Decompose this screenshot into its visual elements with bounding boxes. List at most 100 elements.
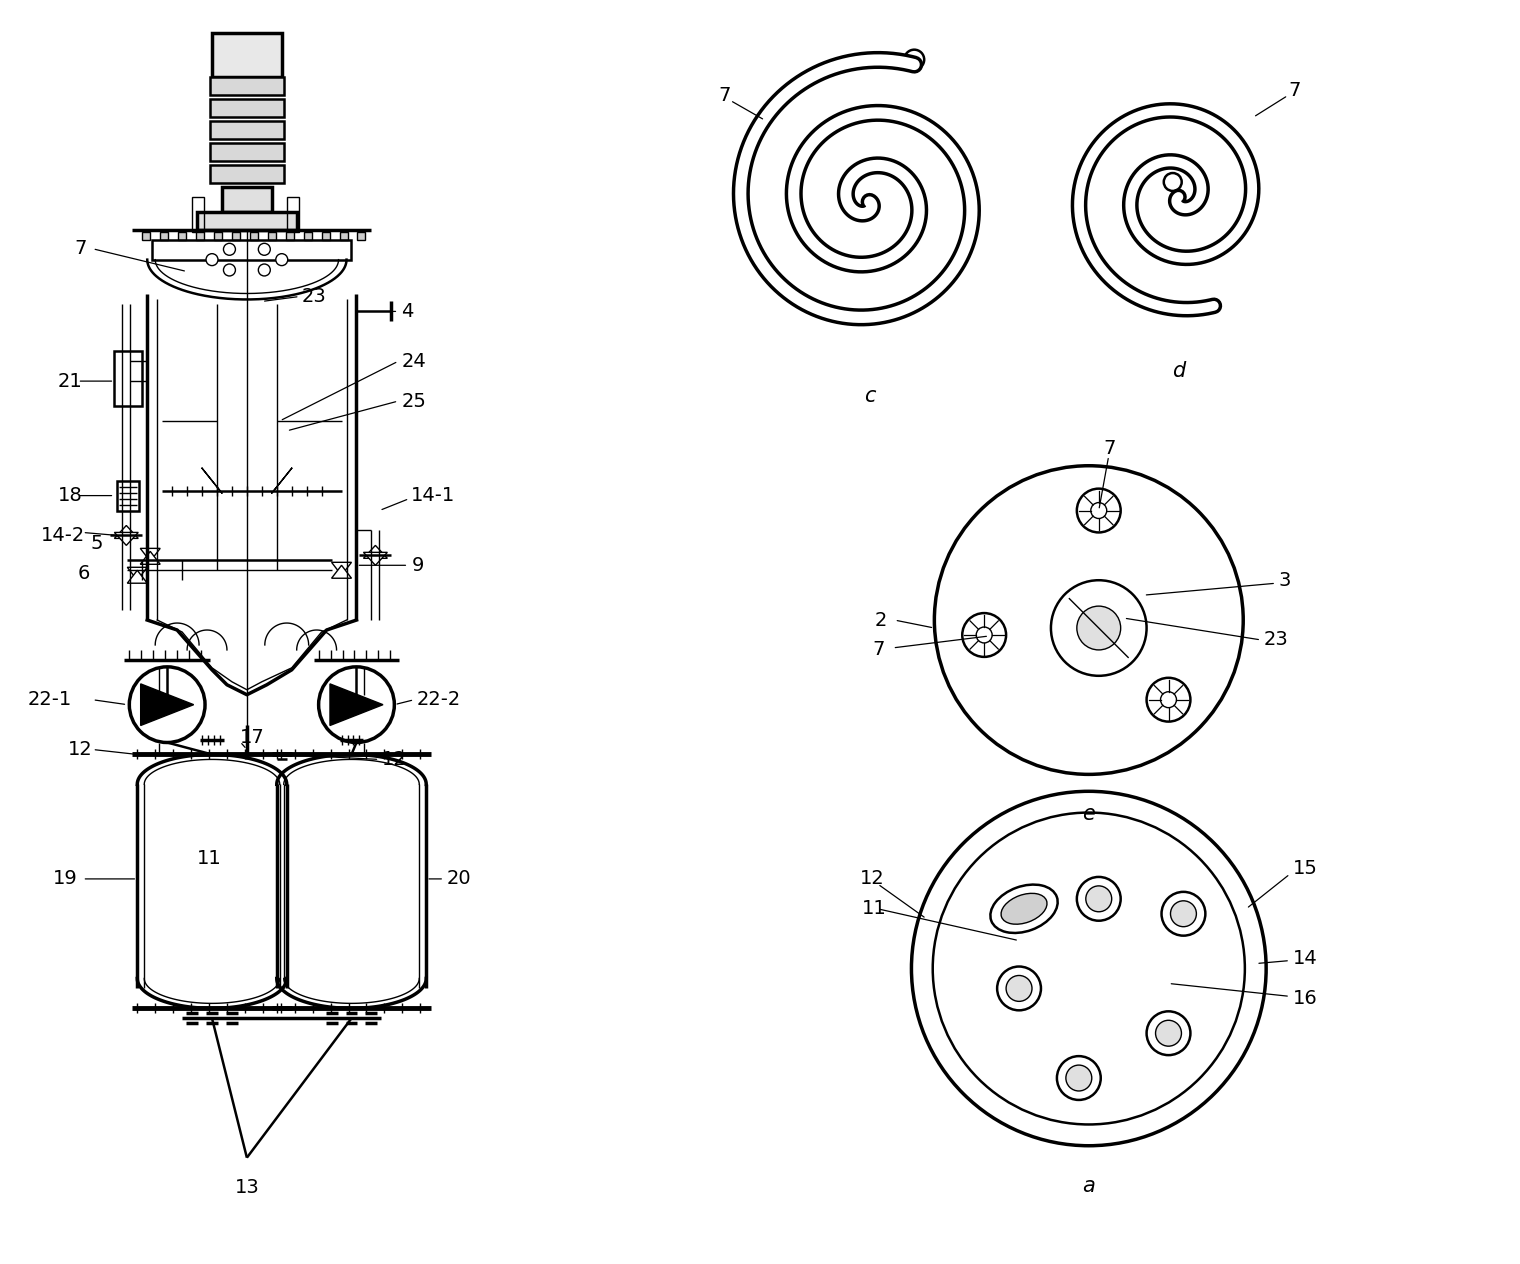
Bar [198,212,296,230]
Text: 11: 11 [198,849,222,868]
Circle shape [319,667,394,742]
Bar [152,240,351,259]
Text: 9: 9 [412,556,424,575]
Circle shape [1146,1011,1190,1055]
Text: 14-1: 14-1 [412,487,456,506]
Polygon shape [128,570,147,583]
Bar [160,231,169,240]
Bar [268,231,275,240]
Text: a: a [1082,1176,1096,1196]
Circle shape [1076,877,1120,920]
Text: 24: 24 [401,351,426,370]
Circle shape [1161,691,1176,708]
Polygon shape [141,684,193,726]
Text: 12: 12 [382,750,406,769]
Bar [322,231,330,240]
Polygon shape [140,551,160,564]
Circle shape [1066,1066,1091,1091]
Text: 22-2: 22-2 [416,690,461,709]
Bar [143,231,150,240]
Circle shape [1146,678,1190,722]
Circle shape [258,244,271,255]
Text: 7: 7 [872,641,885,660]
Text: 15: 15 [1294,860,1318,878]
Circle shape [275,254,287,265]
Text: 6: 6 [78,564,90,583]
Text: 21: 21 [58,372,82,391]
Text: e: e [1082,804,1096,824]
Bar [210,143,284,161]
Text: 2: 2 [874,611,888,629]
Circle shape [1050,580,1146,676]
Circle shape [1006,976,1032,1001]
Bar [233,231,240,240]
Text: 5: 5 [91,533,103,552]
Polygon shape [330,684,383,726]
Circle shape [997,967,1041,1010]
Text: 7: 7 [1104,440,1116,459]
Text: 7: 7 [717,86,731,105]
Circle shape [912,791,1266,1145]
Polygon shape [140,549,160,561]
Bar [249,231,258,240]
Bar [210,77,284,95]
Text: 7: 7 [74,239,87,258]
Text: d: d [1172,362,1186,382]
Polygon shape [331,565,351,578]
Bar [286,231,293,240]
Circle shape [1076,489,1120,532]
Text: 4: 4 [401,302,413,321]
Text: 13: 13 [234,1178,260,1197]
Circle shape [1161,892,1205,935]
Circle shape [1085,886,1111,911]
Polygon shape [114,526,138,538]
Bar [196,231,204,240]
Text: 25: 25 [401,392,426,411]
Circle shape [1091,503,1107,518]
Text: 23: 23 [1263,631,1287,650]
Bar [211,33,281,77]
Circle shape [207,254,217,265]
Bar [339,231,348,240]
Text: 12: 12 [860,870,885,889]
Circle shape [1170,901,1196,927]
Bar [222,187,272,212]
Text: 11: 11 [862,899,886,918]
Text: 7: 7 [1287,81,1301,100]
Text: c: c [863,386,876,406]
Circle shape [1076,607,1120,650]
Bar [192,197,204,231]
Bar [117,480,140,511]
Bar [114,351,143,406]
Bar [210,166,284,183]
Text: 3: 3 [1278,571,1290,590]
Text: 19: 19 [53,870,78,889]
Circle shape [1056,1057,1100,1100]
Text: 12: 12 [67,739,93,758]
Circle shape [1164,173,1181,191]
Text: 14-2: 14-2 [41,526,85,545]
Text: 23: 23 [301,287,327,306]
Bar [210,121,284,139]
Ellipse shape [1002,894,1047,924]
Circle shape [1155,1020,1181,1047]
Text: 22-1: 22-1 [27,690,71,709]
Bar [357,231,365,240]
Text: 16: 16 [1294,988,1318,1007]
Bar [210,100,284,118]
Circle shape [935,465,1243,775]
Polygon shape [114,532,138,545]
Text: 18: 18 [58,487,82,506]
Circle shape [223,244,236,255]
Bar [178,231,185,240]
Circle shape [129,667,205,742]
Circle shape [976,627,993,643]
Circle shape [904,49,924,70]
Text: 20: 20 [447,870,471,889]
Circle shape [258,264,271,276]
Text: 14: 14 [1294,949,1318,968]
Polygon shape [331,562,351,575]
Bar [214,231,222,240]
Ellipse shape [991,885,1058,933]
Polygon shape [363,545,388,559]
